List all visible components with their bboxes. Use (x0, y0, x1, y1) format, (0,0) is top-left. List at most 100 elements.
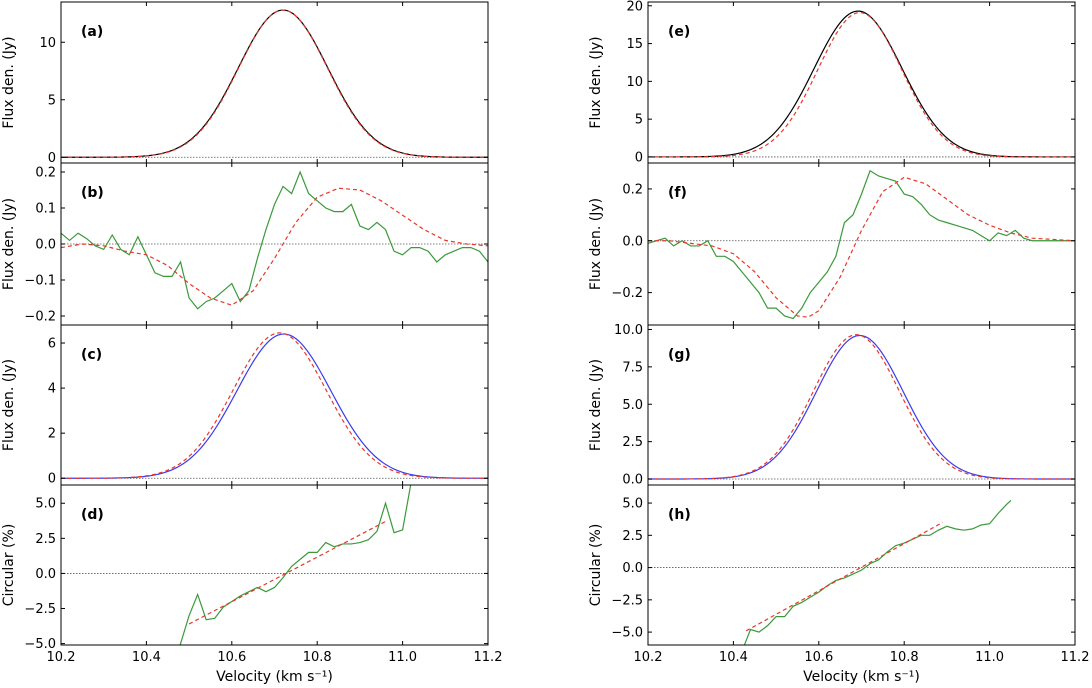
series-line-model (61, 9, 488, 158)
y-tick-label: −5.0 (611, 626, 643, 641)
series-line-model (188, 520, 386, 625)
series-line-observed (61, 170, 488, 310)
panel-a: 0 5 10 Flux den. (Jy) (a) (1, 1, 489, 166)
series-group (179, 485, 412, 645)
y-tick-label: 5.0 (35, 497, 56, 512)
y-tick-label: 0.2 (622, 182, 643, 197)
series-line-observed (61, 9, 488, 158)
y-tick-label: 0.1 (35, 202, 56, 217)
series-line-observed (648, 169, 1075, 320)
x-tick-label: 11.2 (1061, 650, 1090, 665)
axes-frame (60, 1, 489, 164)
x-tick-label: 10.8 (890, 650, 919, 665)
panel-label: (c) (81, 347, 102, 363)
x-tick-label: 11.2 (474, 650, 503, 665)
y-tick-label: 0.0 (622, 234, 643, 249)
panel-label: (f) (668, 185, 687, 201)
y-tick-label: 20 (626, 0, 643, 14)
y-tick-label: 4 (48, 382, 56, 397)
series-group (61, 170, 488, 310)
x-tick-label: 10.4 (719, 650, 748, 665)
panel-label: (d) (81, 507, 104, 523)
y-tick-label: 0.0 (35, 567, 56, 582)
y-tick-label: 6 (48, 337, 56, 352)
y-tick-label: 0.0 (622, 561, 643, 576)
y-tick-label: 2.5 (35, 532, 56, 547)
y-tick-label: 5 (635, 113, 643, 128)
y-tick-label: 7.5 (622, 360, 643, 375)
y-tick-label: 2.5 (622, 435, 643, 450)
y-tick-label: 0 (635, 150, 643, 165)
y-tick-label: 5 (48, 93, 56, 108)
panel-c: 0 2 4 6 Flux den. (Jy) (c) (1, 324, 489, 487)
y-tick-label: 2 (48, 427, 56, 442)
series-line-model (648, 11, 1075, 158)
panel-e: 0 5 10 15 20 Flux den. (Jy) (e) (588, 0, 1076, 165)
y-axis-label: Circular (%) (588, 524, 604, 607)
y-axis-label: Flux den. (Jy) (1, 36, 17, 128)
y-tick-label: 15 (626, 37, 643, 52)
panel-label: (a) (81, 24, 103, 40)
panel-label: (h) (668, 507, 691, 523)
panel-d: −5.0 −2.5 0.0 2.5 5.0 10.2 10.4 10.6 10.8 11.0 11.… (1, 484, 503, 685)
panel-g: 0.0 2.5 5.0 7.5 10.0 Flux den. (Jy) (g) (588, 323, 1076, 488)
x-tick-label: 11.0 (975, 650, 1004, 665)
y-tick-label: 2.5 (622, 529, 643, 544)
y-tick-label: −0.2 (24, 310, 56, 325)
y-tick-label: 5.0 (622, 398, 643, 413)
panel-h: −5.0 −2.5 0.0 2.5 5.0 10.2 10.4 10.6 10.8 11.0 11.… (588, 484, 1090, 685)
series-line-observed (743, 500, 1012, 645)
axes-frame (647, 324, 1076, 486)
y-axis-label: Flux den. (Jy) (588, 359, 604, 451)
panel-label: (e) (668, 24, 690, 40)
series-group (648, 169, 1075, 320)
y-tick-label: 0 (48, 472, 56, 487)
x-axis-label: Velocity (km s⁻¹) (803, 669, 920, 685)
y-tick-label: 0.0 (622, 473, 643, 488)
y-tick-label: −5.0 (24, 637, 56, 652)
series-line-model (648, 176, 1075, 318)
x-tick-label: 10.6 (804, 650, 833, 665)
x-axis-label: Velocity (km s⁻¹) (216, 669, 333, 685)
series-line-model (745, 521, 943, 632)
y-tick-label: −0.2 (611, 286, 643, 301)
x-tick-label: 10.6 (217, 650, 246, 665)
series-group (743, 500, 1012, 645)
series-line-model (61, 187, 488, 306)
series-group (648, 334, 1075, 480)
y-tick-label: −0.1 (24, 274, 56, 289)
x-tick-label: 10.4 (132, 650, 161, 665)
series-line-model (61, 332, 488, 479)
y-tick-label: 10.0 (614, 323, 643, 338)
series-line-observed (61, 333, 488, 479)
axes-frame (647, 484, 1076, 646)
y-tick-label: 0 (48, 151, 56, 166)
series-line-observed (179, 485, 412, 645)
panel-label: (g) (668, 347, 691, 363)
series-line-observed (648, 10, 1075, 158)
y-tick-label: 0.2 (35, 166, 56, 181)
panel-b: −0.2 −0.1 0.0 0.1 0.2 Flux den. (Jy) (b) (1, 162, 489, 326)
axes-frame (60, 484, 489, 646)
panel-label: (b) (81, 185, 104, 201)
x-tick-label: 10.8 (303, 650, 332, 665)
axes-frame (647, 162, 1076, 326)
series-line-observed (648, 334, 1075, 480)
panel-f: −0.2 0.0 0.2 Flux den. (Jy) (f) (588, 162, 1076, 326)
series-group (61, 332, 488, 479)
y-tick-label: −2.5 (611, 593, 643, 608)
axes-frame (647, 1, 1076, 164)
x-tick-label: 10.2 (47, 650, 76, 665)
x-tick-label: 10.2 (634, 650, 663, 665)
y-tick-label: −2.5 (24, 602, 56, 617)
x-tick-label: 11.0 (388, 650, 417, 665)
y-axis-label: Circular (%) (1, 524, 17, 607)
y-axis-label: Flux den. (Jy) (1, 198, 17, 290)
y-tick-label: 5.0 (622, 497, 643, 512)
y-tick-label: 10 (626, 75, 643, 90)
y-axis-label: Flux den. (Jy) (588, 36, 604, 128)
series-group (648, 10, 1075, 158)
y-axis-label: Flux den. (Jy) (588, 198, 604, 290)
